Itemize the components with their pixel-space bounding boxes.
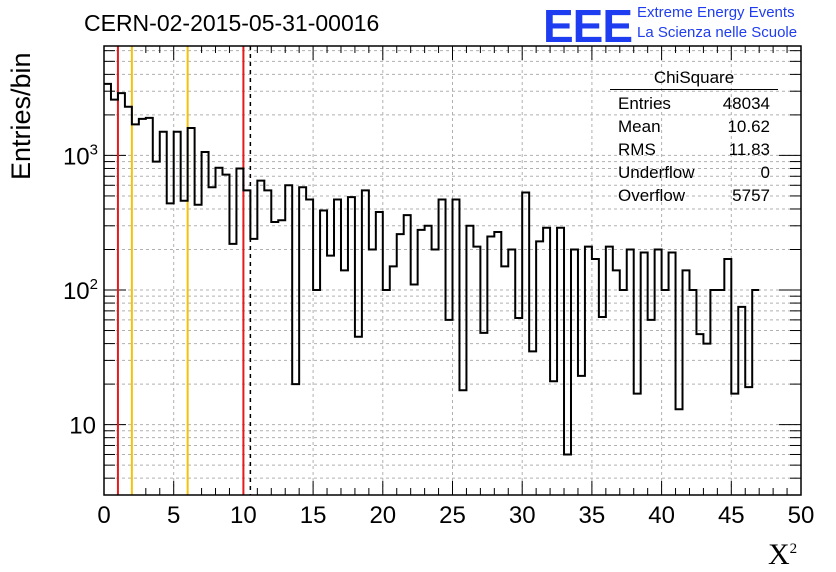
y-axis-label: Entries/bin <box>6 52 36 180</box>
stats-row: RMS 11.83 <box>610 138 778 161</box>
y-tick-label: 102 <box>63 276 98 305</box>
tick-labels: 0 5 10 15 20 25 30 35 40 45 50 10 102 103 <box>63 141 814 529</box>
x-tick-label: 30 <box>509 502 536 529</box>
x-tick-label: 40 <box>648 502 675 529</box>
stats-title: ChiSquare <box>610 68 778 90</box>
stats-label: Mean <box>618 117 661 136</box>
stats-value: 11.83 <box>728 140 770 159</box>
stats-value: 5757 <box>732 186 770 205</box>
y-tick-label: 103 <box>63 141 98 170</box>
stats-label: Underflow <box>618 163 695 182</box>
stats-value: 48034 <box>722 94 770 113</box>
x-tick-label: 20 <box>369 502 396 529</box>
x-tick-label: 25 <box>439 502 466 529</box>
x-tick-label: 10 <box>230 502 257 529</box>
stats-row: Underflow 0 <box>610 161 778 184</box>
logo-line-1: Extreme Energy Events <box>637 4 795 21</box>
x-axis-label-text: X <box>768 538 790 571</box>
chart-title: CERN-02-2015-05-31-00016 <box>84 10 380 36</box>
x-axis-label-sup: 2 <box>789 541 798 557</box>
stats-label: Overflow <box>618 186 686 205</box>
stats-label: RMS <box>618 140 656 159</box>
x-tick-label: 15 <box>300 502 327 529</box>
logo-line-2: La Scienza nelle Scuole <box>637 24 798 41</box>
x-axis-label: X2 <box>768 538 797 572</box>
x-tick-label: 45 <box>718 502 745 529</box>
stats-row: Overflow 5757 <box>610 184 778 207</box>
x-tick-label: 0 <box>97 502 110 529</box>
stats-box: ChiSquare Entries 48034 Mean 10.62 RMS 11.8… <box>610 68 778 207</box>
stats-row: Entries 48034 <box>610 92 778 115</box>
plot-frame <box>103 45 802 496</box>
stats-row: Mean 10.62 <box>610 115 778 138</box>
x-tick-label: 50 <box>788 502 815 529</box>
reference-lines <box>116 46 252 495</box>
stats-label: Entries <box>618 94 671 113</box>
y-tick-label: 10 <box>69 413 96 440</box>
stats-value: 0 <box>760 163 770 182</box>
x-tick-label: 5 <box>167 502 180 529</box>
stats-value: 10.62 <box>727 117 770 136</box>
x-tick-label: 35 <box>579 502 606 529</box>
histogram-step-line <box>104 82 760 456</box>
eee-logo: EEE <box>543 0 633 52</box>
